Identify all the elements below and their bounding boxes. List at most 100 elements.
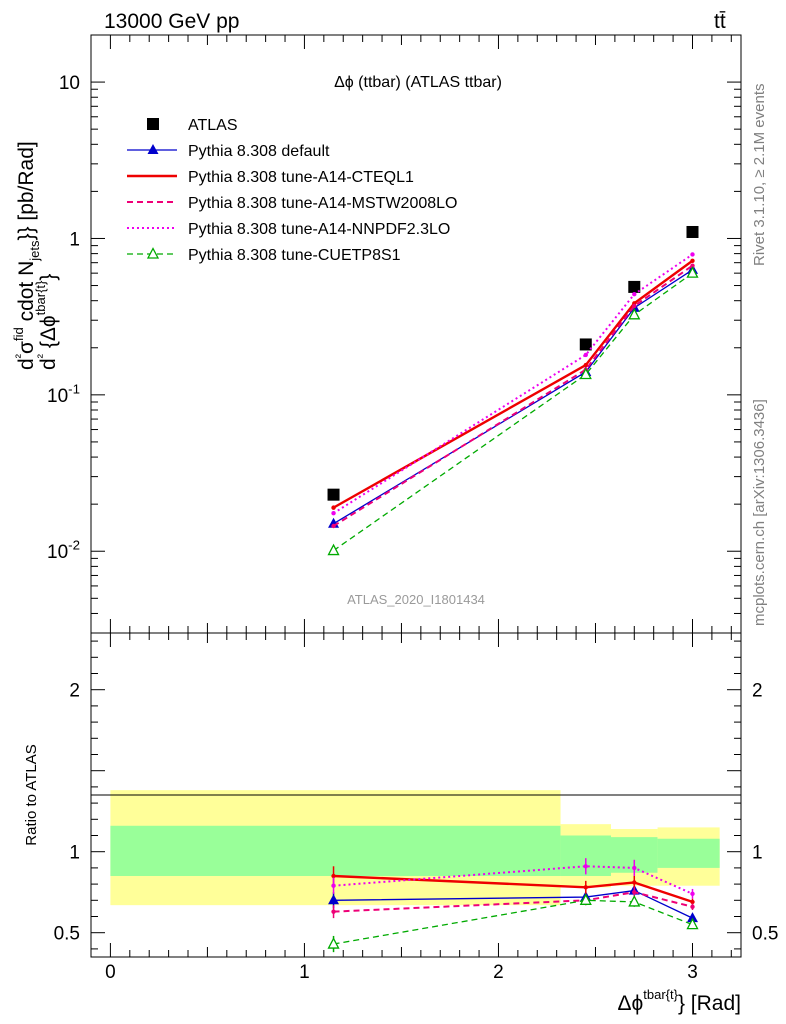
ratio-point [331,909,336,914]
legend-item: Pythia 8.308 tune-A14-CTEQL1 [127,169,414,186]
series-3 [331,263,695,529]
x-axis-label: Δϕtbar{t}} [Rad] [617,987,741,1015]
y-tick-label: 10-2 [47,538,80,564]
ratio-point [632,865,637,871]
ratio-point [632,890,637,895]
mcplots-label: mcplots.cern.ch [arXiv:1306.3436] [751,399,768,626]
legend-marker [147,144,159,154]
series-line [333,264,694,527]
data-point [327,543,340,556]
data-point [690,252,695,257]
uncertainty-band-green [110,825,561,876]
ratio-y-tick-label-right: 1 [752,843,763,864]
data-point [579,367,592,380]
ratio-point [690,891,695,897]
x-tick-label: 1 [299,962,310,983]
data-point [579,338,592,351]
y-axis-label-denominator: d² {Δϕtbar{t}} [33,274,60,370]
legend-item: Pythia 8.308 tune-A14-NNPDF2.3LO [127,221,450,238]
series-0 [327,225,699,501]
y-tick-label: 10-1 [47,381,80,407]
ratio-point [690,904,695,909]
series-1 [328,263,698,528]
data-point [331,505,336,510]
ratio-line [333,865,693,895]
process-label: tt̄ [714,10,726,33]
ratio-point [583,864,588,869]
x-tick-label: 3 [687,962,698,983]
data-point [632,292,637,297]
data-point [628,280,641,293]
data-point [690,263,695,268]
ratio-point [690,899,695,905]
legend-item: Pythia 8.308 tune-A14-MSTW2008LO [127,195,457,212]
ratio-line [333,891,693,913]
legend-label: Pythia 8.308 tune-CUETP8S1 [188,247,401,264]
rivet-label: Rivet 3.1.10, ≥ 2.1M events [751,84,768,267]
y-tick-label: 10 [59,73,80,94]
legend-marker [147,118,159,130]
legend-label: Pythia 8.308 tune-A14-NNPDF2.3LO [188,221,450,238]
data-point [583,362,588,368]
series-2 [331,258,695,510]
ratio-point [628,895,641,907]
main-panel: 10-2 10-1 1 10 Δϕ (ttbar) (ATLAS ttbar) ATL… [11,34,742,634]
ratio-point [686,917,699,930]
ratio-y-tick-label: 2 [69,681,80,702]
ratio-point [686,912,698,923]
y-axis-label-text: d²σfid cdot Njets}} [pb/Rad] [11,141,42,370]
legend: ATLAS Pythia 8.308 default Pythia 8.308 tu… [127,117,457,264]
main-title: Δϕ (ttbar) (ATLAS ttbar) [334,74,502,91]
legend-label: ATLAS [188,117,238,134]
ratio-series-layer [327,858,699,953]
ratio-point [632,880,637,885]
data-point [632,303,637,309]
series-4 [331,252,695,516]
ratio-y-tick-label-right: 2 [752,681,763,702]
watermark: ATLAS_2020_I1801434 [347,592,485,607]
main-y-axis-label: d²σfid cdot Njets}} [pb/Rad]d² {Δϕtbar{t… [11,141,60,370]
ratio-panel: 0.5 0.5 1 1 2 2 0 1 2 3 Ratio to ATLAS Δϕtbar{t}}… [23,632,778,1015]
series-line [333,272,693,552]
series-line [333,253,694,515]
ratio-uncertainty-bands [110,790,720,906]
series-line [332,259,694,509]
data-point [331,523,336,529]
data-point [583,352,588,358]
ratio-point [583,885,588,890]
data-point [686,225,699,238]
legend-label: Pythia 8.308 tune-A14-MSTW2008LO [188,195,457,212]
main-axis-ticks: 10-2 10-1 1 10 [47,34,741,634]
ratio-y-tick-label-right: 0.5 [752,924,778,945]
ratio-line [333,899,693,945]
x-axis-label-text: Δϕtbar{t}} [Rad] [617,987,741,1015]
ratio-y-tick-label: 1 [69,843,80,864]
data-point [628,307,641,320]
x-tick-label: 0 [105,962,116,983]
data-point [686,266,699,278]
legend-item: Pythia 8.308 default [127,143,330,160]
series-line [333,269,693,525]
data-point [327,488,340,501]
x-tick-label: 2 [493,962,504,983]
ratio-series-3 [331,858,695,899]
series-5 [327,266,699,556]
ratio-line [333,889,693,919]
ratio-point [579,893,592,905]
data-point [690,258,695,263]
legend-item: ATLAS [147,117,238,134]
ratio-point [331,873,336,879]
ratio-frame [90,632,742,958]
legend-marker [146,247,160,259]
ratio-axis-ticks: 0.5 0.5 1 1 2 2 0 1 2 3 [54,633,778,983]
ratio-point [331,883,336,888]
legend-label: Pythia 8.308 default [188,143,330,160]
energy-label: 13000 GeV pp [104,10,239,33]
ratio-series-4 [327,893,699,953]
y-tick-label: 1 [69,229,80,250]
uncertainty-band-green [657,838,720,868]
legend-item: Pythia 8.308 tune-CUETP8S1 [127,247,401,264]
ratio-y-axis-label: Ratio to ATLAS [23,744,40,845]
ratio-line [333,874,693,904]
